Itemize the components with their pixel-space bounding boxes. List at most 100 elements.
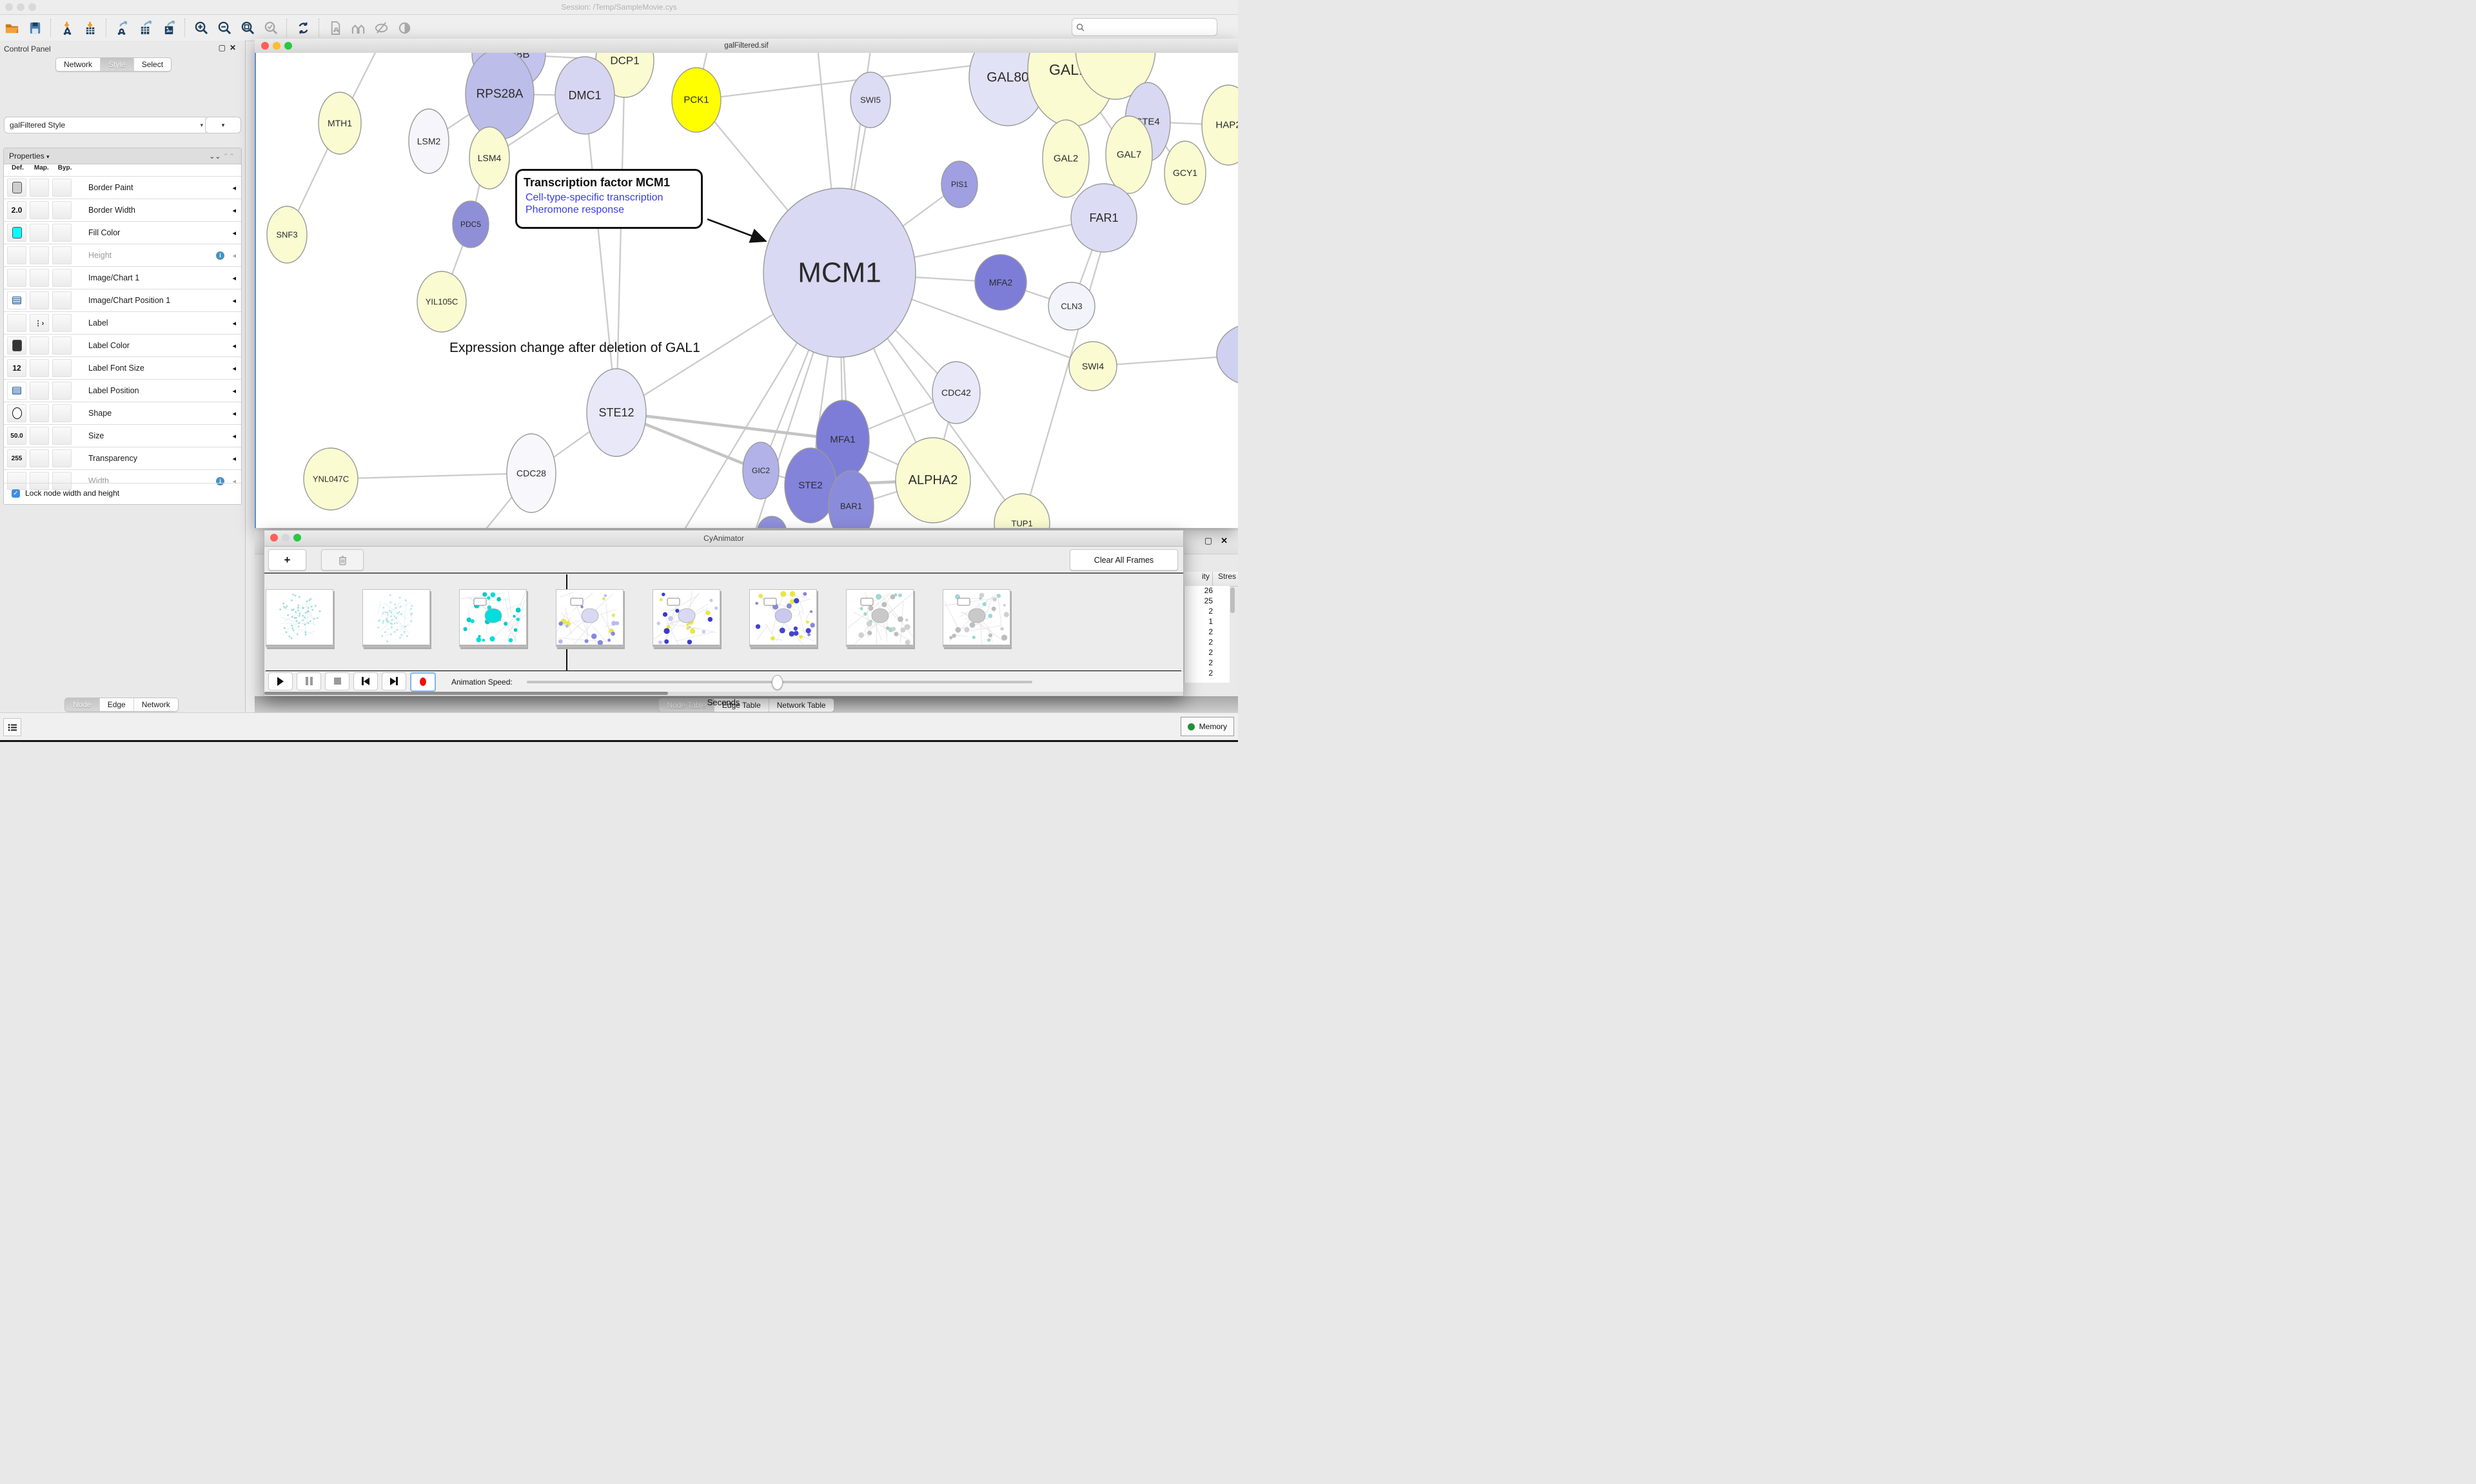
- search-input[interactable]: [1072, 18, 1217, 36]
- mapping-cell[interactable]: [30, 449, 49, 467]
- network-node-far1[interactable]: FAR1: [1070, 183, 1137, 253]
- default-value-cell[interactable]: [7, 382, 26, 400]
- refresh-layout-icon[interactable]: [293, 18, 313, 37]
- network-node-alpha2[interactable]: ALPHA2: [895, 437, 971, 523]
- network-node-mfa1[interactable]: MFA1: [816, 400, 870, 480]
- collapse-arrow-icon[interactable]: ◂: [232, 319, 236, 327]
- export-network-icon[interactable]: [113, 18, 132, 37]
- network-node-ste2[interactable]: STE2: [784, 447, 837, 523]
- mapping-cell[interactable]: [30, 382, 49, 400]
- network-node-mth1[interactable]: MTH1: [318, 92, 362, 155]
- cyanimator-scrollbar[interactable]: [264, 692, 1183, 695]
- network-node-ytop[interactable]: [1075, 53, 1156, 100]
- collapse-arrow-icon[interactable]: ◂: [232, 274, 236, 282]
- mapping-cell[interactable]: [30, 337, 49, 355]
- cyanimator-titlebar[interactable]: CyAnimator: [264, 531, 1183, 547]
- property-row-shape[interactable]: Shape ◂: [4, 402, 241, 424]
- record-button[interactable]: [410, 672, 436, 692]
- network-node-cdc28[interactable]: CDC28: [506, 433, 556, 513]
- collapse-arrow-icon[interactable]: ◂: [232, 432, 236, 440]
- collapse-arrow-icon[interactable]: ◂: [232, 297, 236, 305]
- collapse-arrow-icon[interactable]: ◂: [232, 477, 236, 485]
- table-tab-node-table[interactable]: Node Table: [659, 699, 714, 712]
- bypass-cell[interactable]: [52, 201, 72, 219]
- bypass-cell[interactable]: [52, 427, 72, 445]
- collapse-arrow-icon[interactable]: ◂: [232, 229, 236, 237]
- col-ity[interactable]: ity: [1184, 572, 1213, 586]
- open-session-icon[interactable]: [2, 18, 21, 37]
- network-node-rps28a[interactable]: RPS28A: [465, 53, 535, 140]
- property-row-fill-color[interactable]: Fill Color ◂: [4, 221, 241, 244]
- mapping-cell[interactable]: [30, 472, 49, 490]
- export-table-icon[interactable]: [136, 18, 155, 37]
- mapping-cell[interactable]: [30, 179, 49, 197]
- zoom-fit-icon[interactable]: [238, 18, 257, 37]
- mapping-cell[interactable]: [30, 359, 49, 377]
- property-row-image-chart-position-1[interactable]: Image/Chart Position 1 ◂: [4, 289, 241, 311]
- collapse-arrow-icon[interactable]: ◂: [232, 454, 236, 463]
- network-node-mfa2[interactable]: MFA2: [974, 254, 1027, 311]
- network-node-pdc5[interactable]: PDC5: [452, 200, 489, 248]
- network-node-cln3[interactable]: CLN3: [1048, 282, 1096, 331]
- network-node-tup1[interactable]: TUP1: [994, 493, 1050, 528]
- table-tab-network-table[interactable]: Network Table: [768, 699, 834, 712]
- hide-graphics-icon[interactable]: [372, 18, 391, 37]
- float-panel-icon[interactable]: ▢: [218, 43, 230, 52]
- zoom-window-icon[interactable]: [28, 3, 36, 11]
- skip-end-button[interactable]: [382, 672, 406, 690]
- skip-start-button[interactable]: [353, 672, 378, 690]
- timeline-frame-8[interactable]: [943, 589, 1010, 647]
- properties-header[interactable]: Properties ▾ ⌄⌄ ⌃⌃: [4, 148, 241, 164]
- default-value-cell[interactable]: 2.0: [7, 201, 26, 219]
- table-row[interactable]: 2: [1208, 627, 1213, 636]
- default-value-cell[interactable]: [7, 179, 26, 197]
- table-row[interactable]: 2: [1208, 607, 1213, 616]
- mapping-cell[interactable]: ⋮›: [30, 314, 49, 332]
- bypass-cell[interactable]: [52, 472, 72, 490]
- property-row-border-width[interactable]: 2.0 Border Width ◂: [4, 199, 241, 221]
- bypass-cell[interactable]: [52, 314, 72, 332]
- network-node-yil105c[interactable]: YIL105C: [417, 271, 467, 333]
- property-row-image-chart-1[interactable]: Image/Chart 1 ◂: [4, 266, 241, 289]
- minimize-window-icon[interactable]: [282, 534, 290, 542]
- bypass-cell[interactable]: [52, 359, 72, 377]
- property-row-label-position[interactable]: Label Position ◂: [4, 379, 241, 402]
- cyanimator-timeline[interactable]: 0123456789 Seconds: [264, 574, 1183, 707]
- network-node-pis1[interactable]: PIS1: [941, 161, 978, 208]
- task-history-button[interactable]: [3, 718, 21, 736]
- close-panel-icon[interactable]: ✕: [229, 43, 240, 52]
- mapping-cell[interactable]: [30, 224, 49, 242]
- timeline-frame-5[interactable]: [653, 589, 720, 647]
- scrollbar-thumb[interactable]: [264, 692, 668, 695]
- property-row-size[interactable]: 50.0 Size ◂: [4, 424, 241, 447]
- network-window-titlebar[interactable]: galFiltered.sif: [255, 39, 1238, 54]
- style-options-button[interactable]: ▾: [205, 117, 241, 133]
- zoom-in-icon[interactable]: [192, 18, 211, 37]
- network-overview-icon[interactable]: [349, 18, 368, 37]
- panel-tab-edge[interactable]: Edge: [99, 698, 133, 711]
- network-node-lsm4[interactable]: LSM4: [469, 126, 510, 190]
- mapping-cell[interactable]: [30, 291, 49, 309]
- table-column-headers[interactable]: ity Stres: [1184, 572, 1238, 587]
- minimize-window-icon[interactable]: [273, 42, 280, 50]
- network-node-lsm2[interactable]: LSM2: [408, 108, 449, 174]
- table-row[interactable]: 2: [1208, 638, 1213, 647]
- animation-speed-slider[interactable]: [526, 674, 1032, 690]
- bypass-cell[interactable]: [52, 246, 72, 264]
- property-row-transparency[interactable]: 255 Transparency ◂: [4, 447, 241, 469]
- collapse-arrow-icon[interactable]: ◂: [232, 342, 236, 350]
- lock-size-checkbox[interactable]: ✓: [12, 489, 20, 498]
- property-row-height[interactable]: Height i ◂: [4, 244, 241, 266]
- timeline-frame-6[interactable]: [749, 589, 817, 647]
- show-graphics-icon[interactable]: [395, 18, 415, 37]
- import-network-icon[interactable]: [57, 18, 77, 37]
- clear-all-frames-button[interactable]: Clear All Frames: [1070, 549, 1178, 571]
- play-button[interactable]: [268, 672, 293, 690]
- slider-thumb[interactable]: [771, 674, 783, 690]
- close-window-icon[interactable]: [270, 534, 278, 542]
- bypass-cell[interactable]: [52, 382, 72, 400]
- timeline-frame-1[interactable]: [266, 589, 333, 647]
- tab-style[interactable]: Style: [100, 58, 133, 71]
- table-row[interactable]: 25: [1204, 596, 1213, 605]
- default-value-cell[interactable]: 50.0: [7, 427, 26, 445]
